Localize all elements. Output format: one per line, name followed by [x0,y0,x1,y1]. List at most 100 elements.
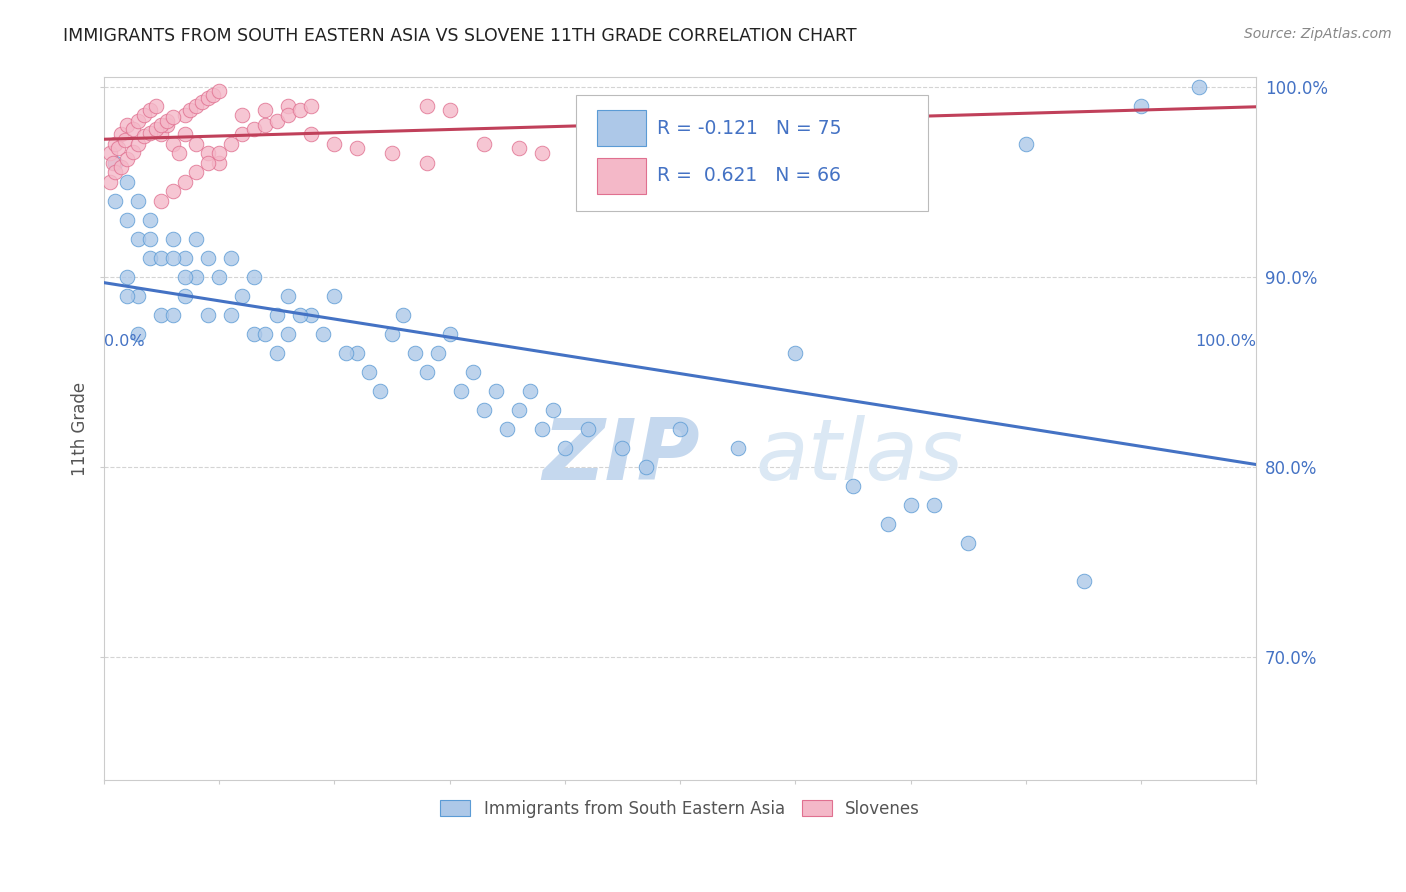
Point [508,402,530,417]
Point [922,498,945,512]
Point [104,156,127,170]
Point [669,422,692,436]
Point [173,175,195,189]
Point [173,108,195,122]
Point [115,118,138,132]
Point [115,175,138,189]
Point [184,232,207,246]
Point [115,289,138,303]
Point [231,128,253,142]
Point [150,128,173,142]
Point [184,99,207,113]
Point [98,175,121,189]
Point [162,185,184,199]
Point [139,232,162,246]
Point [208,269,231,284]
Point [110,128,132,142]
Point [110,160,132,174]
Point [346,141,368,155]
Text: R =  0.621   N = 66: R = 0.621 N = 66 [657,166,841,186]
Point [184,136,207,151]
Point [554,441,576,455]
Point [127,289,149,303]
Point [197,146,219,161]
Point [162,251,184,265]
Point [127,194,149,208]
Point [127,114,149,128]
Point [162,136,184,151]
Point [115,213,138,227]
Point [139,213,162,227]
Point [288,103,311,117]
Point [1015,136,1038,151]
Point [381,326,404,341]
Point [162,111,184,125]
Point [197,251,219,265]
Point [139,251,162,265]
Point [508,141,530,155]
Text: ZIP: ZIP [541,416,699,499]
Point [150,118,173,132]
Point [357,365,380,379]
Text: 100.0%: 100.0% [1195,334,1257,349]
Point [114,133,136,147]
Point [184,165,207,179]
Point [127,326,149,341]
Point [381,146,404,161]
Point [156,114,179,128]
Point [439,103,461,117]
Point [115,269,138,284]
Text: Source: ZipAtlas.com: Source: ZipAtlas.com [1244,27,1392,41]
Point [139,126,162,140]
Point [496,422,519,436]
Point [439,326,461,341]
Text: IMMIGRANTS FROM SOUTH EASTERN ASIA VS SLOVENE 11TH GRADE CORRELATION CHART: IMMIGRANTS FROM SOUTH EASTERN ASIA VS SL… [63,27,856,45]
Point [266,114,288,128]
Point [202,87,225,102]
Point [104,165,127,179]
Point [242,121,264,136]
Text: 0.0%: 0.0% [104,334,145,349]
Point [98,146,121,161]
Point [346,346,368,360]
Point [266,346,288,360]
Point [179,103,201,117]
Point [101,156,124,170]
Point [231,108,253,122]
Point [415,99,437,113]
Point [115,152,138,166]
Point [191,95,214,110]
Point [1073,574,1095,588]
Point [162,232,184,246]
Point [219,308,242,322]
Text: atlas: atlas [755,416,963,499]
Point [197,308,219,322]
FancyBboxPatch shape [576,95,928,211]
Point [277,108,299,122]
Point [266,308,288,322]
Point [254,118,277,132]
Point [576,422,599,436]
Point [231,289,253,303]
Point [461,365,484,379]
Point [1188,79,1211,94]
Point [288,308,311,322]
Point [208,146,231,161]
Point [415,365,437,379]
Point [519,384,541,398]
Text: R = -0.121   N = 75: R = -0.121 N = 75 [657,119,842,137]
Point [208,84,231,98]
Point [107,141,129,155]
Point [150,194,173,208]
Point [254,103,277,117]
Point [173,251,195,265]
Point [208,156,231,170]
Point [485,384,508,398]
Point [127,232,149,246]
Point [900,498,922,512]
Point [472,136,495,151]
Point [370,384,392,398]
Point [530,146,553,161]
Point [134,108,156,122]
Point [150,251,173,265]
